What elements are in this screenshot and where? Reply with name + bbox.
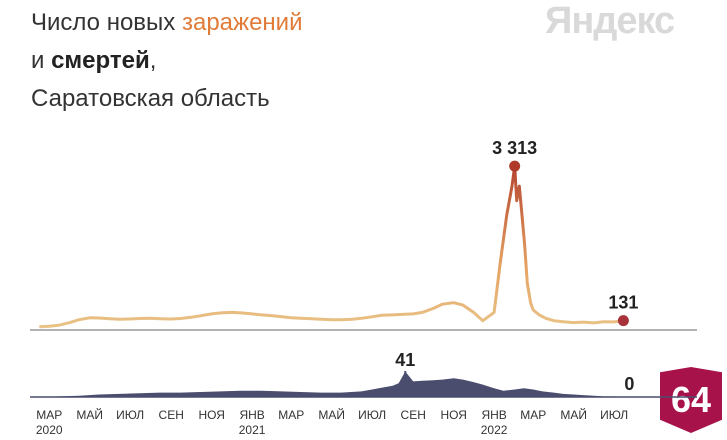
value-markers: 3 313 131 41 0 <box>395 138 638 394</box>
x-tick-12: МАР <box>520 408 546 422</box>
x-tick-year-0: 2020 <box>36 423 63 437</box>
region-badge: 64 <box>660 367 722 433</box>
x-tick-0: МАР <box>36 408 62 422</box>
x-tick-year-11: 2022 <box>481 423 508 437</box>
title-comma: , <box>149 47 157 74</box>
x-tick-5: ЯНВ <box>239 408 264 422</box>
title-region: Саратовская область <box>31 85 270 112</box>
cases-line <box>39 164 624 329</box>
title-and: и <box>31 47 52 74</box>
cases-value-label-1: 131 <box>608 293 638 313</box>
x-tick-4: НОЯ <box>198 408 224 422</box>
x-tick-1: МАЙ <box>76 407 103 422</box>
deaths-value-label-0: 41 <box>395 350 415 370</box>
x-tick-3: СЕН <box>159 408 184 422</box>
x-tick-7: МАЙ <box>318 407 345 422</box>
title-deaths: смертей <box>51 47 150 74</box>
x-tick-11: ЯНВ <box>481 408 506 422</box>
title-prefix: Число новых <box>31 9 182 36</box>
x-tick-14: ИЮЛ <box>600 408 628 422</box>
chart-title: Число новых заражений и смертей, Саратов… <box>31 4 302 118</box>
yandex-logo: Яндекс <box>545 0 675 42</box>
x-tick-13: МАЙ <box>560 407 587 422</box>
title-line-2: и смертей, <box>31 42 302 80</box>
x-tick-8: ИЮЛ <box>358 408 386 422</box>
cases-marker-1 <box>617 315 629 327</box>
cases-value-label-0: 3 313 <box>492 138 537 158</box>
x-tick-year-5: 2021 <box>239 423 266 437</box>
x-tick-2: ИЮЛ <box>116 408 144 422</box>
title-infections: заражений <box>181 9 303 36</box>
deaths-area <box>39 371 624 397</box>
cases-marker-0 <box>509 160 521 172</box>
title-line-1: Число новых заражений <box>31 4 302 42</box>
x-tick-6: МАР <box>278 408 304 422</box>
x-tick-10: НОЯ <box>440 408 466 422</box>
x-tick-9: СЕН <box>401 408 426 422</box>
deaths-value-label-1: 0 <box>624 374 634 394</box>
